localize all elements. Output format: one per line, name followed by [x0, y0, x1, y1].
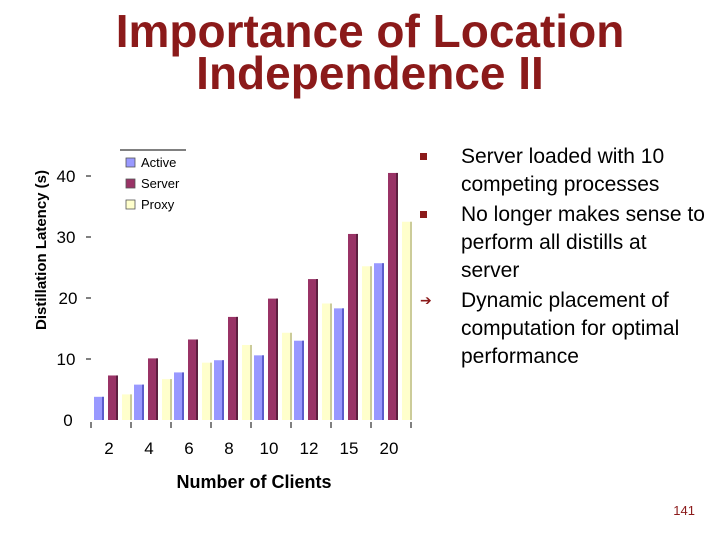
bar-shadow: [196, 339, 198, 420]
bar-proxy-20: [402, 221, 412, 420]
bar-shadow: [156, 358, 158, 420]
bar-proxy-4: [162, 379, 172, 420]
bullet-list: Server loaded with 10 competing processe…: [420, 143, 710, 373]
bar-shadow: [116, 375, 118, 420]
slide-title: Importance of Location Independence II: [0, 8, 720, 96]
bar-proxy-6: [202, 362, 212, 420]
bar-shadow: [250, 344, 252, 420]
bar-shadow: [302, 340, 304, 420]
x-tick-label: 20: [380, 439, 399, 458]
bar-server-10: [268, 298, 278, 420]
y-tick-label: 30: [57, 228, 76, 247]
bar-active-4: [134, 384, 144, 420]
bar-active-20: [374, 263, 384, 420]
chart-legend: Active Server Proxy: [120, 149, 186, 212]
x-tick-label: 6: [184, 439, 193, 458]
bar-shadow: [290, 332, 292, 420]
bullet-item: ➔ Dynamic placement of computation for o…: [420, 287, 710, 371]
bar-active-15: [334, 308, 344, 420]
x-axis-label: Number of Clients: [176, 472, 331, 492]
arrow-bullet-icon: ➔: [420, 293, 432, 309]
bar-shadow: [182, 372, 184, 420]
x-tick-label: 12: [300, 439, 319, 458]
axis-ticks: 0 10 20 30 40 2 4 6 8 10 12 15 20: [57, 167, 412, 458]
bar-group: [94, 172, 412, 420]
bar-proxy-8: [242, 344, 252, 420]
bar-proxy-2: [122, 394, 132, 420]
bar-server-15: [348, 233, 358, 420]
y-tick-label: 10: [57, 350, 76, 369]
bar-active-2: [94, 396, 104, 420]
bar-shadow: [102, 396, 104, 420]
bar-server-4: [148, 358, 158, 420]
bar-server-8: [228, 316, 238, 420]
bullet-text: Server loaded with 10 competing processe…: [461, 145, 665, 196]
bar-shadow: [370, 266, 372, 420]
x-tick-label: 4: [144, 439, 153, 458]
y-tick-label: 40: [57, 167, 76, 186]
bar-shadow: [130, 394, 132, 420]
bar-shadow: [396, 172, 398, 420]
bar-server-20: [388, 172, 398, 420]
bullet-text: No longer makes sense to perform all dis…: [461, 203, 705, 282]
bar-proxy-10: [282, 332, 292, 420]
page-number: 141: [673, 503, 695, 518]
bar-proxy-15: [362, 266, 372, 420]
square-bullet-icon: [420, 153, 427, 160]
y-tick-label: 0: [63, 411, 72, 430]
legend-swatch-server: [125, 178, 136, 189]
bar-shadow: [330, 303, 332, 420]
bar-shadow: [356, 233, 358, 420]
legend-label-active: Active: [141, 155, 176, 170]
bar-server-12: [308, 279, 318, 420]
bar-active-12: [294, 340, 304, 420]
legend-label-proxy: Proxy: [141, 197, 175, 212]
bar-shadow: [342, 308, 344, 420]
bullet-item: Server loaded with 10 competing processe…: [420, 143, 710, 199]
bullet-text: Dynamic placement of computation for opt…: [461, 289, 680, 368]
legend-swatch-active: [125, 157, 136, 168]
bar-shadow: [316, 279, 318, 420]
x-tick-label: 15: [340, 439, 359, 458]
bar-shadow: [142, 384, 144, 420]
bar-shadow: [222, 360, 224, 420]
bar-shadow: [382, 263, 384, 420]
bar-server-6: [188, 339, 198, 420]
bar-shadow: [410, 221, 412, 420]
bullet-item: No longer makes sense to perform all dis…: [420, 201, 710, 285]
square-bullet-icon: [420, 211, 427, 218]
x-tick-label: 2: [104, 439, 113, 458]
legend-swatch-proxy: [125, 199, 136, 210]
bar-server-2: [108, 375, 118, 420]
y-axis-label: Distillation Latency (s): [33, 170, 50, 330]
bar-shadow: [262, 355, 264, 420]
y-tick-label: 20: [59, 289, 78, 308]
bar-shadow: [236, 316, 238, 420]
bar-shadow: [170, 379, 172, 420]
bar-active-8: [214, 360, 224, 420]
latency-bar-chart: 0 10 20 30 40 2 4 6 8 10 12 15 20 Distillation Laten…: [33, 149, 412, 492]
bar-active-6: [174, 372, 184, 420]
slide-title-line-2: Independence II: [196, 47, 544, 99]
bar-active-10: [254, 355, 264, 420]
bar-proxy-12: [322, 303, 332, 420]
bar-shadow: [276, 298, 278, 420]
slide-title-line-1: Importance of Location: [115, 5, 625, 57]
bar-shadow: [210, 362, 212, 420]
x-tick-label: 10: [260, 439, 279, 458]
x-tick-label: 8: [224, 439, 233, 458]
legend-label-server: Server: [141, 176, 180, 191]
